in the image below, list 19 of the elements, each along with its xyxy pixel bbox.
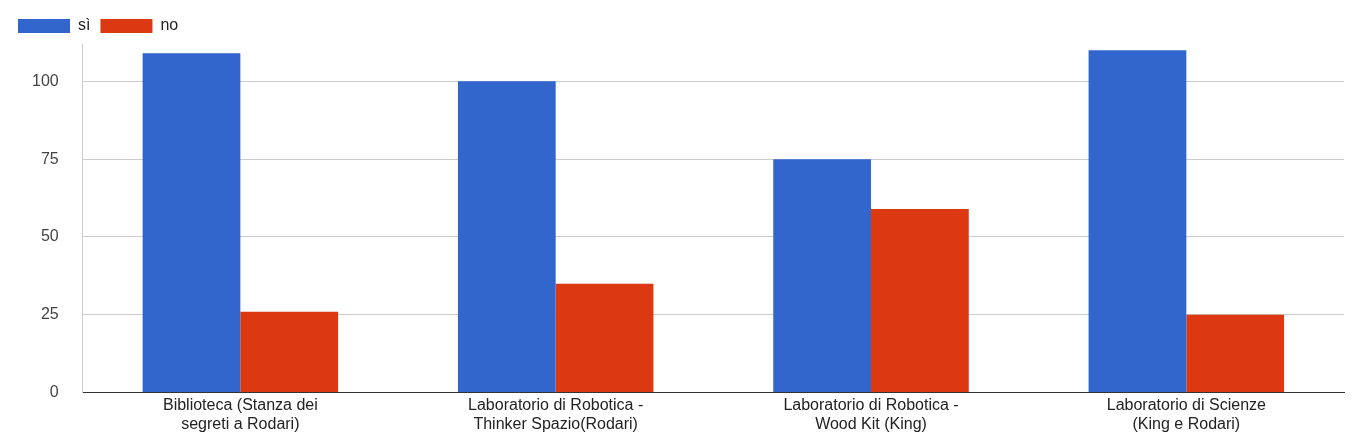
bar — [773, 159, 872, 393]
bar — [457, 81, 556, 393]
bar — [1186, 314, 1285, 393]
y-tick-label: 100 — [31, 71, 59, 89]
x-tick-label: Laboratorio di Robotica - Wood Kit (King) — [783, 395, 959, 432]
bar — [240, 311, 339, 393]
bar — [871, 208, 969, 393]
x-tick-label: Laboratorio di Scienze (King e Rodari) — [1106, 395, 1267, 432]
y-tick-label: 50 — [40, 227, 59, 245]
bar — [555, 283, 654, 393]
legend-label: sì — [78, 16, 91, 34]
y-tick-label: 0 — [49, 383, 59, 401]
x-tick-label: Biblioteca (Stanza dei segreti a Rodari) — [162, 395, 318, 432]
y-tick-label: 75 — [40, 149, 59, 167]
legend-label: no — [160, 16, 179, 34]
bar — [1088, 50, 1187, 393]
y-tick-label: 25 — [40, 305, 59, 323]
bar — [142, 53, 241, 393]
x-tick-label: Laboratorio di Robotica - Thinker Spazio(Rodari) — [468, 395, 644, 432]
